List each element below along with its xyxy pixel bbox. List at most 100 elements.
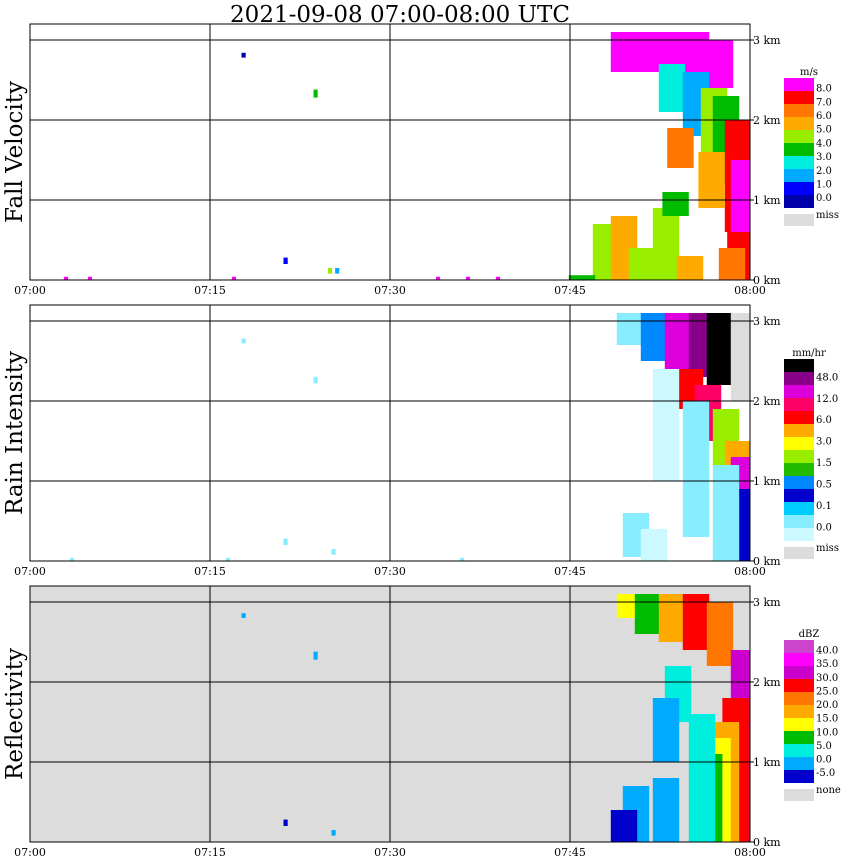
fall-velocity-echo-cell [568,275,596,280]
fall-velocity-colorbar-label: 8.0 [816,84,832,95]
fall-velocity-echo-cell [231,276,237,280]
fall-velocity-echo-cell [634,32,662,72]
rain-intensity-echo-cell [682,401,710,537]
fall-velocity-colorbar-label: 5.0 [816,125,832,136]
rain-intensity-colorbar-label: 1.5 [816,458,832,469]
rain-intensity-missing-swatch [784,547,814,559]
rain-intensity-echo-cell [664,313,692,377]
fall-velocity-colorbar-label: 4.0 [816,138,832,149]
reflectivity-frame [29,585,751,843]
fall-velocity-echo-cell [313,89,318,98]
rain-intensity-colorbar-swatch [784,463,814,476]
rain-intensity-echo-cell [459,557,465,561]
fall-velocity-colorbar-label: 6.0 [816,111,832,122]
reflectivity-panel: 07:00 07:15 07:30 07:45 08:00 3 km 2 km 1 km 0 k… [2,585,841,859]
fall-velocity-echo-cell [667,128,694,168]
reflectivity-colorbar-label: 0.0 [816,755,832,766]
reflectivity-colorbar-swatch [784,705,814,718]
reflectivity-axis-label: Reflectivity [2,648,28,780]
reflectivity-colorbar-swatch [784,731,814,744]
reflectivity-height-tick-label: 2 km [753,676,781,689]
fall-velocity-echo-cell [658,64,686,112]
fall-velocity-echo-cell [658,32,686,64]
fall-velocity-colorbar-swatch [784,169,814,182]
reflectivity-echo-cell [682,594,710,650]
rain-intensity-colorbar-swatch [784,372,814,385]
rain-intensity-colorbar-swatch [784,398,814,411]
rain-intensity-x-tick-label: 07:45 [554,565,586,578]
rain-intensity-echo-cell [640,529,668,561]
reflectivity-colorbar-swatch [784,692,814,705]
fall-velocity-echo-cell [610,32,638,72]
rain-intensity-echo-cell [241,338,246,344]
reflectivity-colorbar-label: 30.0 [816,673,838,684]
reflectivity-colorbar-label: 15.0 [816,714,838,725]
fall-velocity-panel: 07:00 07:15 07:30 07:45 08:00 3 km 2 km 1 km 0 k… [2,23,839,297]
rain-intensity-colorbar-label: 3.0 [816,437,832,448]
rain-intensity-echo-cell [225,557,231,561]
fall-velocity-echo-cell [335,268,340,274]
fall-velocity-colorbar-swatch [784,143,814,156]
fall-velocity-colorbar-swatch [784,130,814,143]
rain-intensity-frame [29,304,751,562]
reflectivity-colorbar-label: 25.0 [816,686,838,697]
reflectivity-height-tick-label: 0 km [753,836,781,849]
fall-velocity-colorbar-swatch [784,91,814,104]
fall-velocity-echo-cell [652,208,680,280]
fall-velocity-colorbar-label: 0.0 [816,193,832,204]
fall-velocity-echo-cell [241,52,246,58]
fall-velocity-echo-cell [435,276,441,280]
rain-intensity-colorbar-swatch [784,385,814,398]
fall-velocity-height-tick-label: 3 km [753,34,781,47]
reflectivity-echo-cell [283,819,288,826]
reflectivity-colorbar-label: 40.0 [816,646,838,657]
rain-intensity-echo-cell [640,313,668,361]
rain-intensity-colorbar-swatch [784,515,814,528]
fall-velocity-colorbar-swatch [784,104,814,117]
rain-intensity-missing-label: miss [816,543,839,554]
rain-intensity-x-tick-label: 07:15 [194,565,226,578]
fall-velocity-echo-cell [662,192,689,216]
reflectivity-missing-swatch [784,789,814,801]
fall-velocity-height-tick-label: 2 km [753,114,781,127]
reflectivity-height-tick-label: 1 km [753,756,781,769]
rain-intensity-height-tick-label: 1 km [753,475,781,488]
rain-intensity-colorbar-swatch [784,411,814,424]
fall-velocity-colorbar-label: 3.0 [816,152,832,163]
rain-intensity-echo-cell [69,557,75,561]
fall-velocity-colorbar-swatch [784,117,814,130]
rain-intensity-colorbar-swatch [784,528,814,541]
reflectivity-colorbar-swatch [784,757,814,770]
reflectivity-colorbar-swatch [784,770,814,783]
rain-intensity-colorbar-swatch [784,450,814,463]
rain-intensity-echo-cell [313,377,318,384]
rain-intensity-colorbar-swatch [784,437,814,450]
reflectivity-height-tick-label: 3 km [753,596,781,609]
rain-intensity-echo-cell [652,369,680,481]
rain-intensity-panel: 07:00 07:15 07:30 07:45 08:00 3 km 2 km 1 km 0 k… [2,304,839,578]
fall-velocity-x-tick-label: 07:00 [14,284,46,297]
reflectivity-echo-cell [241,613,246,618]
fall-velocity-echo-cell [676,256,704,280]
fall-velocity-colorbar-swatch [784,78,814,91]
reflectivity-colorbar-label: -5.0 [816,768,835,779]
fall-velocity-echo-cell [628,248,656,280]
reflectivity-colorbar-swatch [784,640,814,653]
fall-velocity-echo-cell [706,40,734,88]
fall-velocity-echo-cell [63,276,69,280]
fall-velocity-height-tick-label: 1 km [753,194,781,207]
fall-velocity-colorbar-label: 2.0 [816,166,832,177]
fall-velocity-colorbar-swatch [784,195,814,208]
fall-velocity-echo-cell [718,248,746,280]
rain-intensity-colorbar-swatch [784,489,814,502]
fall-velocity-colorbar-label: 7.0 [816,97,832,108]
fall-velocity-colorbar-unit: m/s [800,67,818,78]
reflectivity-colorbar-label: 20.0 [816,700,838,711]
rain-intensity-height-tick-label: 0 km [753,555,781,568]
rain-intensity-colorbar-swatch [784,359,814,372]
fall-velocity-colorbar-swatch [784,156,814,169]
rain-intensity-x-tick-label: 08:00 [734,565,766,578]
fall-velocity-echo-cell [283,257,288,264]
rain-intensity-x-tick-label: 07:30 [374,565,406,578]
